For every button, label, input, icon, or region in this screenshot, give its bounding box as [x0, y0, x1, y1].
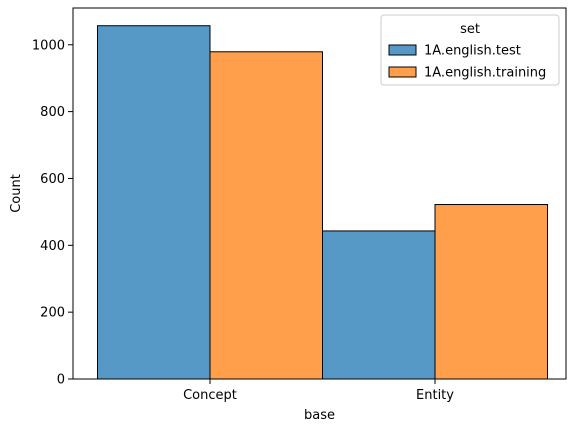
y-tick-label: 800	[40, 105, 65, 120]
x-tick-label-concept: Concept	[183, 388, 237, 403]
legend-frame	[380, 14, 560, 86]
legend-label-2: 1A.english.training	[424, 66, 546, 81]
y-tick-label: 0	[57, 373, 65, 388]
y-tick-label: 600	[40, 172, 65, 187]
legend-title: set	[460, 22, 480, 37]
bar-entity-series-2	[434, 204, 548, 380]
legend-label-1: 1A.english.test	[424, 44, 521, 59]
legend-swatch-1	[388, 44, 417, 56]
legend: set 1A.english.test 1A.english.training	[380, 14, 560, 86]
y-tick-label: 1000	[32, 38, 65, 53]
bars-layer	[97, 25, 548, 380]
y-tick-label: 400	[40, 239, 65, 254]
bar-concept-series-2	[209, 51, 323, 380]
y-axis-label: Count	[9, 174, 24, 213]
x-axis: Concept Entity	[183, 379, 454, 403]
bar-concept-series-1	[97, 25, 211, 380]
x-tick-label-entity: Entity	[416, 388, 454, 403]
bar-entity-series-1	[322, 230, 436, 380]
legend-entries: 1A.english.test 1A.english.training	[388, 44, 546, 81]
x-axis-label: base	[304, 408, 335, 423]
y-tick-label: 200	[40, 306, 65, 321]
legend-swatch-2	[388, 66, 417, 78]
y-axis: 0 200 400 600 800 1000	[32, 38, 73, 388]
plot-frame	[72, 7, 567, 380]
